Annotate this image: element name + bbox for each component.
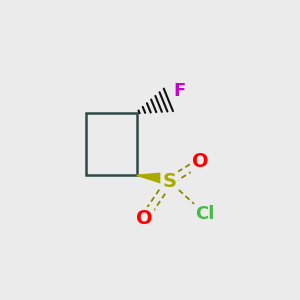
Text: O: O [136,209,152,228]
Polygon shape [136,173,164,184]
Text: F: F [174,82,186,100]
Text: Cl: Cl [195,205,215,223]
Text: O: O [192,152,209,171]
Text: S: S [162,172,176,191]
